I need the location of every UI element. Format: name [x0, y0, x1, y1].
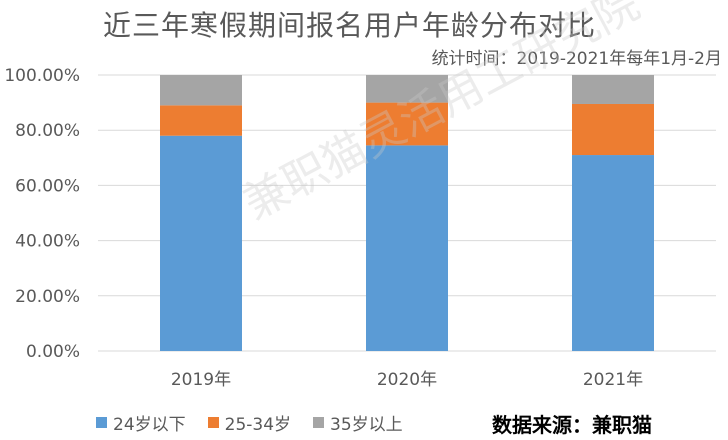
bar-segment — [366, 102, 448, 146]
legend-swatch — [207, 417, 219, 428]
bar-segment — [572, 155, 654, 351]
bar-segment — [572, 75, 654, 104]
bar-segment — [572, 103, 654, 156]
legend-label: 35岁以上 — [330, 415, 403, 435]
chart-subtitle: 统计时间：2019-2021年每年1月-2月 — [431, 49, 722, 69]
bar-segment — [366, 145, 448, 351]
bar-segment — [160, 105, 242, 136]
chart-title: 近三年寒假期间报名用户年龄分布对比 — [103, 9, 597, 42]
legend-item: 25-34岁 — [207, 410, 292, 435]
bar-segment — [160, 135, 242, 351]
legend-label: 25-34岁 — [224, 415, 292, 435]
x-tick-label: 2020年 — [377, 370, 437, 390]
y-tick-label: 100.00% — [4, 66, 80, 86]
x-tick-label: 2021年 — [583, 370, 643, 390]
legend-label: 24岁以下 — [113, 415, 186, 435]
bar-segment — [366, 75, 448, 103]
legend: 24岁以下 25-34岁 35岁以上 — [96, 410, 425, 435]
legend-item: 35岁以上 — [313, 410, 403, 435]
legend-swatch — [313, 417, 325, 428]
bar-segment — [160, 75, 242, 106]
x-tick-label: 2019年 — [171, 370, 231, 390]
legend-item: 24岁以下 — [96, 410, 186, 435]
y-tick-label: 0.00% — [26, 342, 80, 362]
y-tick-label: 60.00% — [15, 176, 80, 196]
data-source: 数据来源：兼职猫 — [492, 413, 652, 437]
y-tick-label: 40.00% — [15, 232, 80, 252]
y-tick-label: 20.00% — [15, 287, 80, 307]
y-tick-label: 80.00% — [15, 121, 80, 141]
legend-swatch — [96, 417, 107, 428]
